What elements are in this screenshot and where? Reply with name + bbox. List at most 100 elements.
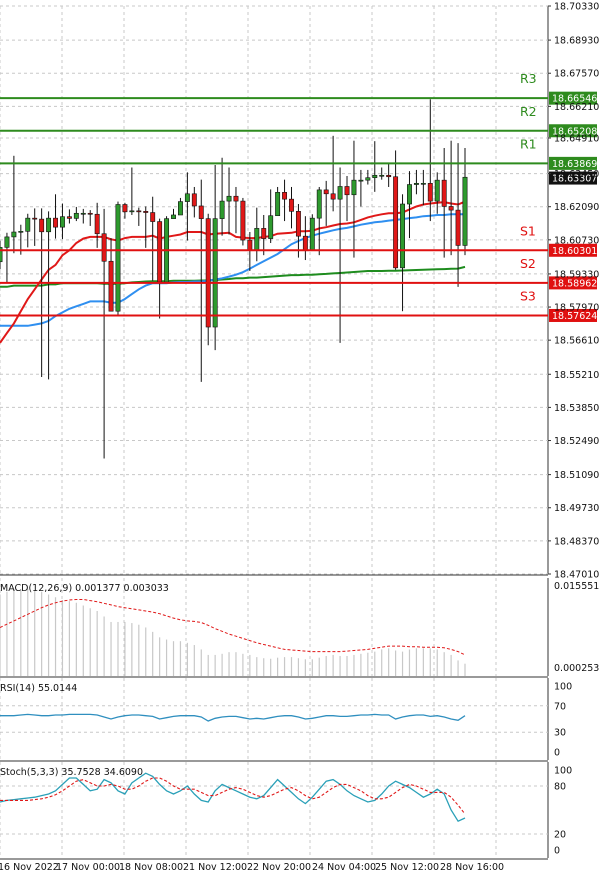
candle	[46, 211, 52, 380]
x-tick-label: 25 Nov 12:00	[375, 862, 439, 873]
candle	[80, 208, 86, 224]
candle-body-down	[261, 228, 267, 239]
level-value-badge	[549, 91, 597, 105]
candle-body-up	[184, 193, 190, 202]
stoch-label: Stoch(5,3,3) 35.7528 34.6090	[0, 767, 143, 778]
candle-body-down	[441, 179, 447, 207]
candle	[87, 210, 93, 226]
candle-body-up	[316, 189, 322, 219]
candle	[302, 216, 308, 261]
candle-body-down	[157, 221, 163, 283]
candle	[323, 180, 329, 226]
price-tick-label: 18.64910	[554, 134, 599, 145]
candle	[177, 197, 183, 216]
price-tick-label: 18.49730	[554, 503, 599, 514]
candle-body-down	[289, 198, 294, 212]
candle-body-up	[46, 217, 52, 233]
price-tick-label: 18.51090	[554, 470, 599, 481]
candle	[407, 171, 412, 239]
level-value-label: 18.60301	[552, 246, 597, 257]
candle	[351, 140, 357, 258]
candle-body-up	[4, 236, 10, 248]
candle	[94, 202, 100, 248]
candle-body-up	[462, 176, 468, 246]
level-value-label: 18.66546	[552, 94, 597, 105]
x-tick-label: 24 Nov 04:00	[312, 862, 376, 873]
candle	[434, 172, 440, 214]
macd-tick-label: 0.015551	[554, 581, 599, 592]
candle-body-down	[233, 195, 239, 202]
candle	[365, 169, 371, 185]
stoch-panel: Stoch(5,3,3) 35.7528 34.6090 100 80 20 0	[0, 766, 572, 857]
candle	[122, 202, 128, 219]
candle	[226, 167, 232, 235]
candle	[268, 189, 274, 243]
candle-body-down	[39, 218, 45, 233]
candle	[66, 209, 72, 224]
ma-blue-line	[0, 213, 465, 327]
candle	[39, 208, 45, 377]
candle-body-up	[80, 212, 86, 215]
candle	[413, 169, 419, 195]
candle-body-up	[60, 216, 65, 228]
candle-body-down	[282, 192, 288, 200]
candle	[282, 179, 288, 222]
price-tick-label: 18.53850	[554, 403, 599, 414]
candle	[289, 186, 294, 229]
candle	[420, 169, 426, 206]
candle-body-down	[344, 186, 350, 196]
candle	[53, 194, 58, 239]
candle-body-down	[205, 218, 211, 328]
price-tick-label: 18.62090	[554, 202, 599, 213]
candle-body-down	[94, 213, 100, 235]
panel-frames	[0, 6, 549, 860]
candle-body-down	[150, 212, 156, 222]
candle	[254, 207, 260, 262]
stoch-tick-label: 20	[554, 830, 566, 841]
candle	[157, 218, 163, 319]
price-tick-label: 18.52490	[554, 436, 599, 447]
price-tick-label: 18.47010	[554, 570, 599, 581]
candle	[212, 165, 218, 351]
candle	[171, 208, 176, 219]
candle	[441, 148, 447, 258]
candle-body-up	[365, 177, 371, 181]
candle	[344, 176, 350, 222]
level-name-r1: R1	[520, 136, 537, 151]
x-tick-label: 17 Nov 00:00	[56, 862, 120, 873]
candle-body-down	[240, 200, 246, 241]
candle-body-down	[455, 209, 461, 246]
ma-red-line	[0, 200, 466, 344]
candle	[198, 179, 204, 382]
candle-body-up	[177, 201, 183, 216]
macd-panel: MACD(12,26,9) 0.001377 0.003033 0.015551 0…	[0, 581, 599, 676]
stoch-tick-label: 80	[554, 782, 566, 793]
candle	[337, 167, 343, 343]
candle-body-down	[136, 210, 142, 213]
candle	[219, 157, 225, 236]
x-tick-label: 28 Nov 16:00	[440, 862, 504, 873]
candle-body-up	[25, 217, 31, 232]
candle	[184, 172, 190, 241]
level-name-s3: S3	[520, 288, 536, 303]
candle	[455, 143, 461, 287]
candle	[330, 135, 336, 212]
level-value-label: 18.58962	[552, 278, 597, 289]
level-name-s2: S2	[520, 256, 536, 271]
candle-body-up	[226, 195, 232, 202]
level-name-s1: S1	[520, 223, 536, 238]
candle	[164, 216, 170, 283]
candle	[240, 197, 246, 246]
candle	[261, 214, 267, 256]
candle	[372, 141, 378, 192]
stoch-tick-label: 100	[554, 766, 572, 777]
price-tick-label: 18.60730	[554, 235, 599, 246]
candle	[11, 155, 17, 254]
candle-body-down	[386, 174, 392, 178]
candle	[393, 150, 399, 270]
candle	[427, 99, 433, 222]
candle-body-up	[309, 217, 315, 251]
candle	[448, 140, 454, 256]
